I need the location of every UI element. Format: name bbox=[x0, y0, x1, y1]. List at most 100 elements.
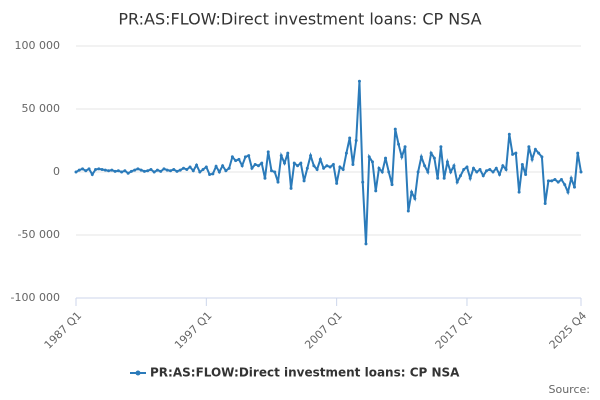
legend-marker bbox=[135, 370, 141, 376]
data-point bbox=[299, 161, 303, 165]
data-point bbox=[364, 242, 368, 246]
data-point bbox=[524, 173, 528, 177]
data-point bbox=[387, 170, 391, 174]
data-point bbox=[302, 179, 306, 183]
data-point bbox=[556, 180, 560, 184]
data-point bbox=[224, 169, 228, 173]
data-point bbox=[413, 196, 417, 200]
data-point bbox=[530, 157, 534, 161]
data-point bbox=[543, 202, 547, 205]
data-point bbox=[341, 167, 345, 171]
data-point bbox=[471, 166, 475, 170]
data-point bbox=[149, 167, 153, 171]
data-point bbox=[126, 171, 130, 175]
data-point bbox=[475, 170, 479, 174]
data-point bbox=[537, 151, 541, 155]
data-point bbox=[348, 136, 352, 140]
data-point bbox=[234, 159, 238, 163]
data-point bbox=[296, 164, 300, 168]
data-point bbox=[100, 167, 104, 171]
data-point bbox=[322, 166, 326, 170]
data-point bbox=[494, 166, 498, 170]
data-point bbox=[253, 162, 257, 166]
data-point bbox=[397, 142, 401, 146]
data-point bbox=[90, 173, 94, 177]
data-point bbox=[354, 139, 358, 142]
data-point bbox=[436, 176, 440, 180]
data-point bbox=[283, 161, 287, 165]
data-point bbox=[146, 169, 150, 173]
data-point bbox=[87, 167, 91, 171]
data-point bbox=[328, 165, 332, 169]
data-point bbox=[520, 162, 524, 166]
data-point bbox=[517, 190, 521, 194]
data-point bbox=[237, 157, 241, 161]
data-point bbox=[289, 186, 293, 190]
y-tick-label: -50 000 bbox=[18, 228, 60, 241]
data-point bbox=[97, 167, 101, 171]
data-point bbox=[155, 168, 159, 172]
data-point bbox=[152, 170, 156, 174]
data-point bbox=[178, 168, 182, 172]
data-point bbox=[423, 164, 427, 168]
data-point bbox=[120, 170, 124, 174]
data-point bbox=[221, 164, 225, 168]
data-point bbox=[576, 151, 580, 155]
data-point bbox=[559, 178, 563, 182]
data-point bbox=[123, 169, 127, 173]
data-point bbox=[110, 168, 114, 172]
data-point bbox=[243, 155, 247, 159]
data-point bbox=[380, 170, 384, 174]
data-point bbox=[403, 145, 407, 149]
data-point bbox=[439, 145, 443, 149]
data-point bbox=[338, 165, 342, 169]
data-point bbox=[481, 174, 485, 178]
data-point bbox=[553, 178, 557, 182]
data-point bbox=[498, 173, 502, 177]
data-point bbox=[103, 168, 107, 172]
data-point bbox=[335, 181, 339, 185]
data-point bbox=[136, 167, 140, 171]
data-point bbox=[465, 165, 469, 169]
data-point bbox=[227, 166, 231, 170]
data-point bbox=[416, 170, 420, 174]
data-point bbox=[514, 151, 518, 155]
data-point bbox=[159, 169, 163, 173]
y-tick-label: 50 000 bbox=[22, 102, 61, 115]
data-point bbox=[325, 164, 329, 168]
data-point bbox=[374, 189, 378, 193]
data-point bbox=[162, 167, 166, 171]
data-point bbox=[211, 172, 215, 176]
data-point bbox=[572, 185, 576, 189]
data-point bbox=[286, 151, 290, 155]
x-tick-label: 1987 Q1 bbox=[42, 309, 85, 352]
data-point bbox=[240, 164, 244, 168]
data-point bbox=[168, 169, 172, 173]
data-point bbox=[185, 167, 189, 171]
series-line bbox=[75, 81, 582, 244]
data-point bbox=[566, 190, 570, 194]
data-point bbox=[250, 166, 254, 170]
data-point bbox=[432, 156, 436, 160]
data-point bbox=[393, 127, 397, 131]
data-point bbox=[129, 169, 133, 173]
data-point bbox=[400, 155, 404, 159]
data-point bbox=[172, 167, 176, 171]
data-point bbox=[201, 167, 205, 171]
data-point bbox=[309, 154, 313, 158]
data-point bbox=[550, 179, 554, 183]
data-point bbox=[165, 168, 169, 172]
data-point bbox=[442, 176, 446, 180]
data-point bbox=[351, 162, 355, 166]
legend-label: PR:AS:FLOW:Direct investment loans: CP N… bbox=[150, 366, 460, 380]
data-point bbox=[305, 166, 309, 170]
data-point bbox=[247, 154, 251, 158]
data-point bbox=[269, 169, 273, 173]
data-point bbox=[384, 156, 388, 160]
data-point bbox=[84, 169, 88, 173]
data-point bbox=[445, 160, 449, 164]
data-point bbox=[452, 164, 456, 168]
data-point bbox=[191, 169, 195, 173]
data-point bbox=[273, 170, 277, 174]
